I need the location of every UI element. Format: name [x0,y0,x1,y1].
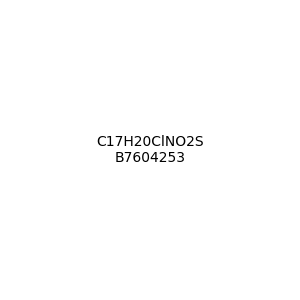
Text: C17H20ClNO2S
B7604253: C17H20ClNO2S B7604253 [96,135,204,165]
